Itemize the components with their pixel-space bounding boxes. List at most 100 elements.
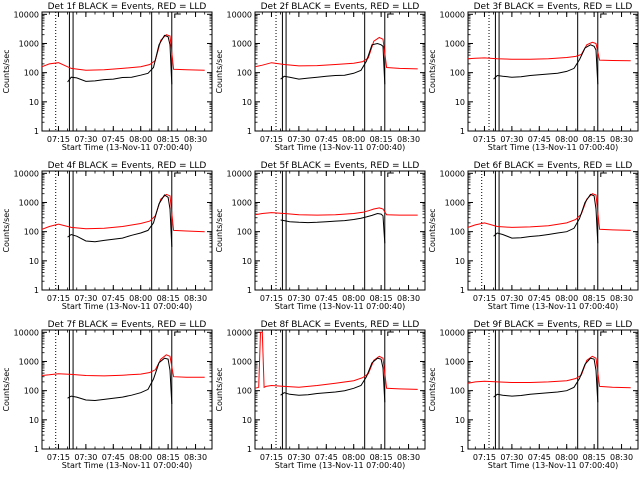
y-tick-label: 10000 <box>440 328 465 337</box>
plot-frame <box>254 170 426 291</box>
events-series-line <box>493 357 599 403</box>
x-tick-label: 07:30 <box>287 294 310 303</box>
y-tick-label: 1 <box>34 286 39 295</box>
time-flag-marker <box>600 331 607 336</box>
panel-grid: Det 1f BLACK = Events, RED = LLD Counts/s… <box>2 2 639 470</box>
time-flag-marker <box>387 172 394 177</box>
y-tick-label: 10 <box>455 257 465 266</box>
detector-panel: Det 3f BLACK = Events, RED = LLD Counts/s… <box>428 2 639 152</box>
x-tick-label: 08:15 <box>583 294 606 303</box>
time-flag-marker <box>600 13 607 18</box>
x-tick-label: 08:30 <box>184 294 207 303</box>
panel-title: Det 7f BLACK = Events, RED = LLD <box>48 320 207 330</box>
x-tick-label: 08:00 <box>342 135 365 144</box>
time-flag-marker <box>174 13 181 18</box>
x-tick-label: 08:30 <box>610 294 633 303</box>
y-tick-label: 1000 <box>232 357 252 366</box>
x-tick-label: 07:15 <box>473 453 496 462</box>
y-tick-label: 10 <box>455 98 465 107</box>
plot-frame <box>41 11 213 132</box>
x-tick-label: 08:15 <box>583 135 606 144</box>
x-tick-label: 07:45 <box>102 135 125 144</box>
y-axis-label: Counts/sec <box>215 208 224 252</box>
y-tick-label: 10000 <box>227 328 252 337</box>
lld-series-line <box>254 207 418 216</box>
x-tick-label: 07:15 <box>47 294 70 303</box>
y-tick-label: 1 <box>247 445 252 454</box>
x-tick-label: 08:30 <box>184 135 207 144</box>
x-tick-label: 08:15 <box>583 453 606 462</box>
x-tick-label: 08:00 <box>342 294 365 303</box>
detector-panel: Det 6f BLACK = Events, RED = LLD Counts/s… <box>428 161 639 311</box>
detector-panel: Det 5f BLACK = Events, RED = LLD Counts/s… <box>215 161 426 311</box>
x-tick-label: 08:15 <box>370 135 393 144</box>
detector-panel: Det 2f BLACK = Events, RED = LLD Counts/s… <box>215 2 426 152</box>
y-tick-label: 100 <box>450 387 465 396</box>
x-tick-label: 07:30 <box>287 453 310 462</box>
y-tick-label: 1 <box>460 127 465 136</box>
events-series-line <box>67 194 173 247</box>
x-tick-label: 07:45 <box>315 135 338 144</box>
x-tick-label: 08:15 <box>157 453 180 462</box>
time-flag-marker <box>387 13 394 18</box>
lld-series-line <box>467 193 631 231</box>
x-axis-label: Start Time (13-Nov-11 07:00:40) <box>62 461 192 470</box>
x-axis-label: Start Time (13-Nov-11 07:00:40) <box>62 302 192 311</box>
detector-panel: Det 8f BLACK = Events, RED = LLD Counts/s… <box>215 320 426 470</box>
y-tick-label: 100 <box>450 69 465 78</box>
plot-frame <box>467 11 639 132</box>
y-tick-label: 10000 <box>14 169 39 178</box>
plot-frame <box>467 329 639 450</box>
detector-panel: Det 4f BLACK = Events, RED = LLD Counts/s… <box>2 161 213 311</box>
x-tick-label: 08:30 <box>397 294 420 303</box>
x-tick-label: 07:15 <box>47 453 70 462</box>
y-tick-label: 1 <box>34 127 39 136</box>
x-tick-label: 07:30 <box>287 135 310 144</box>
plot-frame <box>254 329 426 450</box>
x-axis-label: Start Time (13-Nov-11 07:00:40) <box>275 461 405 470</box>
y-tick-label: 1000 <box>19 39 39 48</box>
x-tick-label: 07:15 <box>47 135 70 144</box>
y-tick-label: 10 <box>242 257 252 266</box>
x-tick-label: 07:15 <box>473 135 496 144</box>
x-axis-label: Start Time (13-Nov-11 07:00:40) <box>488 461 618 470</box>
y-axis-label: Counts/sec <box>428 49 437 93</box>
y-tick-label: 100 <box>24 228 39 237</box>
plot-frame <box>254 11 426 132</box>
detector-panel: Det 1f BLACK = Events, RED = LLD Counts/s… <box>2 2 213 152</box>
x-tick-label: 07:30 <box>74 453 97 462</box>
y-tick-label: 10000 <box>227 169 252 178</box>
x-tick-label: 07:15 <box>260 135 283 144</box>
y-axis-label: Counts/sec <box>2 367 11 411</box>
events-series-line <box>493 44 599 85</box>
events-series-line <box>280 42 386 85</box>
x-tick-label: 07:45 <box>528 294 551 303</box>
y-tick-label: 100 <box>237 387 252 396</box>
x-tick-label: 07:45 <box>528 135 551 144</box>
lld-series-line <box>41 34 205 71</box>
time-flag-marker <box>174 172 181 177</box>
x-axis-label: Start Time (13-Nov-11 07:00:40) <box>488 143 618 152</box>
x-tick-label: 08:15 <box>157 294 180 303</box>
y-tick-label: 10 <box>29 416 39 425</box>
x-tick-label: 08:15 <box>157 135 180 144</box>
x-axis-label: Start Time (13-Nov-11 07:00:40) <box>488 302 618 311</box>
y-tick-label: 1 <box>460 445 465 454</box>
events-series-line <box>280 357 386 403</box>
y-tick-label: 100 <box>24 69 39 78</box>
y-tick-label: 10 <box>242 98 252 107</box>
x-tick-label: 08:00 <box>129 135 152 144</box>
plot-frame <box>41 170 213 291</box>
panel-title: Det 4f BLACK = Events, RED = LLD <box>48 161 207 171</box>
y-axis-label: Counts/sec <box>428 208 437 252</box>
y-tick-label: 10 <box>29 98 39 107</box>
y-tick-label: 1000 <box>19 198 39 207</box>
time-flag-marker <box>600 172 607 177</box>
y-tick-label: 100 <box>237 69 252 78</box>
detector-panel: Det 9f BLACK = Events, RED = LLD Counts/s… <box>428 320 639 470</box>
y-tick-label: 10000 <box>440 169 465 178</box>
lld-series-line <box>467 41 631 62</box>
y-tick-label: 1000 <box>445 198 465 207</box>
x-tick-label: 08:30 <box>610 135 633 144</box>
